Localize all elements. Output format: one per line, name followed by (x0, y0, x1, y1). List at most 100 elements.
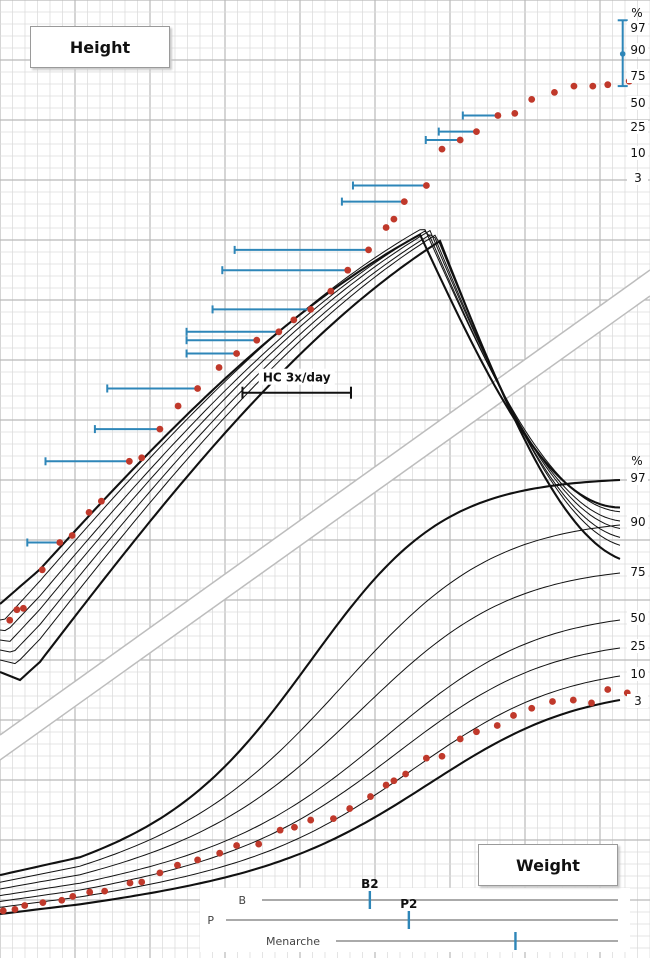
height-point (382, 224, 390, 231)
centile-label-bg (627, 120, 648, 134)
centile-label-bg (627, 69, 648, 83)
weight-point (233, 842, 241, 849)
weight-percent-label: % (631, 454, 642, 468)
centile-label-bg (627, 471, 648, 485)
height-point (68, 532, 76, 539)
height-point (275, 328, 283, 336)
height-centile-label-25: 25 (630, 120, 645, 134)
puberty-row-label: B (238, 894, 246, 907)
puberty-row-label: P (207, 914, 214, 927)
height-point (307, 306, 315, 313)
height-point (13, 606, 21, 614)
height-point (473, 128, 480, 136)
height-centile-label-3: 3 (634, 171, 642, 185)
weight-point (390, 777, 398, 785)
height-point (156, 425, 164, 433)
weight-point (21, 902, 29, 909)
height-point (400, 198, 408, 206)
height-point (327, 287, 335, 295)
weight-centile-97 (0, 478, 621, 877)
weight-point (423, 754, 430, 762)
weight-point (473, 728, 480, 736)
centile-label-bg (627, 171, 648, 185)
height-point (604, 81, 612, 89)
height-point (38, 566, 46, 574)
height-point (344, 266, 352, 274)
weight-centile-label-50: 50 (630, 611, 645, 625)
weight-measurements (0, 686, 631, 915)
diagonal-band-edge (0, 269, 650, 736)
weight-centile-label-3: 3 (634, 694, 642, 708)
height-point (215, 364, 223, 371)
weight-centile-label-25: 25 (630, 639, 645, 653)
weight-point (549, 698, 556, 705)
centile-label-bg (627, 515, 648, 529)
mid-parental-height (619, 51, 626, 57)
height-centile-90 (0, 229, 621, 621)
height-measurements (6, 77, 633, 624)
weight-point (11, 905, 19, 913)
height-point (570, 82, 578, 90)
height-centile-75 (0, 230, 621, 632)
diagonal-band-edge (0, 295, 650, 761)
puberty-stage-label: B2 (361, 877, 379, 891)
height-centile-label-90: 90 (630, 43, 645, 57)
weight-point (58, 896, 66, 904)
weight-point (367, 793, 374, 800)
diagonal-band (0, 270, 650, 760)
height-point (528, 96, 536, 103)
weight-point (569, 696, 577, 704)
height-point (98, 497, 105, 505)
height-centile-10 (0, 234, 621, 665)
height-centile-label-50: 50 (630, 96, 645, 110)
height-point (6, 616, 14, 624)
weight-point (174, 861, 181, 869)
weight-centile-25 (0, 647, 621, 902)
height-point (85, 509, 93, 516)
weight-point (456, 735, 464, 743)
weight-centile-label-97: 97 (630, 471, 645, 485)
height-centile-3 (0, 239, 621, 682)
height-point (423, 182, 430, 189)
height-point (511, 110, 519, 117)
centile-label-bg (627, 21, 648, 35)
weight-point (156, 869, 164, 877)
weight-point (438, 752, 446, 760)
height-point (56, 539, 64, 546)
weight-point (276, 826, 284, 834)
height-point (253, 336, 261, 344)
centile-label-bg (627, 146, 648, 160)
weight-point (307, 816, 315, 824)
weight-point (39, 899, 47, 907)
weight-centile-50 (0, 619, 621, 897)
height-centile-label-75: 75 (630, 69, 645, 83)
height-point (456, 136, 464, 144)
height-point (290, 316, 298, 324)
weight-point (101, 887, 109, 895)
weight-point (493, 722, 501, 729)
weight-chart-title: Weight (478, 844, 618, 886)
weight-point (194, 856, 202, 864)
puberty-row-label: Menarche (266, 935, 320, 948)
weight-centile-3 (0, 698, 621, 916)
height-point (551, 89, 558, 96)
height-point (589, 82, 597, 90)
weight-point (0, 907, 7, 915)
height-point (194, 385, 202, 392)
centile-label-bg (627, 611, 648, 625)
height-centile-label-10: 10 (630, 146, 645, 160)
weight-point (138, 878, 146, 886)
weight-centile-label-75: 75 (630, 565, 645, 579)
height-centile-97 (0, 233, 621, 605)
centile-label-bg (627, 694, 648, 708)
height-point (174, 402, 182, 410)
height-percent-label: % (631, 6, 642, 20)
height-centile-label-97: 97 (630, 21, 645, 35)
centile-label-bg (627, 639, 648, 653)
weight-point (216, 849, 224, 857)
weight-point (382, 781, 390, 789)
weight-centile-label-10: 10 (630, 667, 645, 681)
